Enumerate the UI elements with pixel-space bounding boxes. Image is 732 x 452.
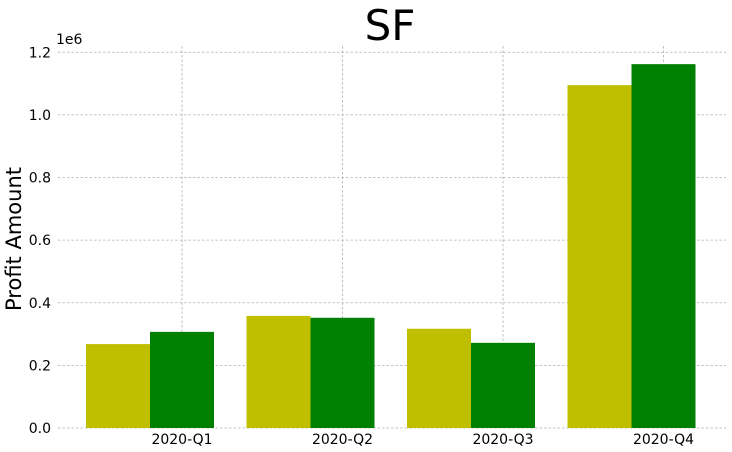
y-tick-label: 0.4 — [29, 296, 51, 312]
y-tick-label: 0.8 — [29, 171, 51, 187]
bar-series-1 — [86, 344, 150, 428]
y-tick-label: 0.2 — [29, 358, 51, 374]
y-tick-label: 0.6 — [29, 233, 51, 249]
y-axis-label: Profit Amount — [2, 167, 26, 311]
x-tick-label: 2020-Q2 — [312, 432, 373, 448]
x-tick-label: 2020-Q1 — [151, 432, 212, 448]
x-tick-label: 2020-Q4 — [633, 432, 694, 448]
bar-series-1 — [567, 85, 632, 428]
bar-series-1 — [246, 315, 311, 428]
y-tick-label: 1.2 — [29, 45, 51, 61]
chart-title: SF — [365, 1, 416, 50]
x-tick-labels: 2020-Q1 2020-Q2 2020-Q3 2020-Q4 — [151, 432, 694, 448]
bar-series-2 — [150, 331, 214, 428]
x-tick-label: 2020-Q3 — [472, 432, 533, 448]
bar-series-1 — [407, 328, 471, 428]
y-tick-label: 1.0 — [29, 108, 51, 124]
bar-series-2 — [631, 64, 696, 429]
y-tick-labels: 0.0 0.2 0.4 0.6 0.8 1.0 1.2 — [29, 45, 51, 437]
bars — [86, 64, 696, 429]
y-tick-label: 0.0 — [29, 421, 51, 437]
y-axis-offset-label: 1e6 — [56, 32, 83, 48]
bar-series-2 — [471, 342, 535, 428]
bar-series-2 — [310, 317, 375, 428]
